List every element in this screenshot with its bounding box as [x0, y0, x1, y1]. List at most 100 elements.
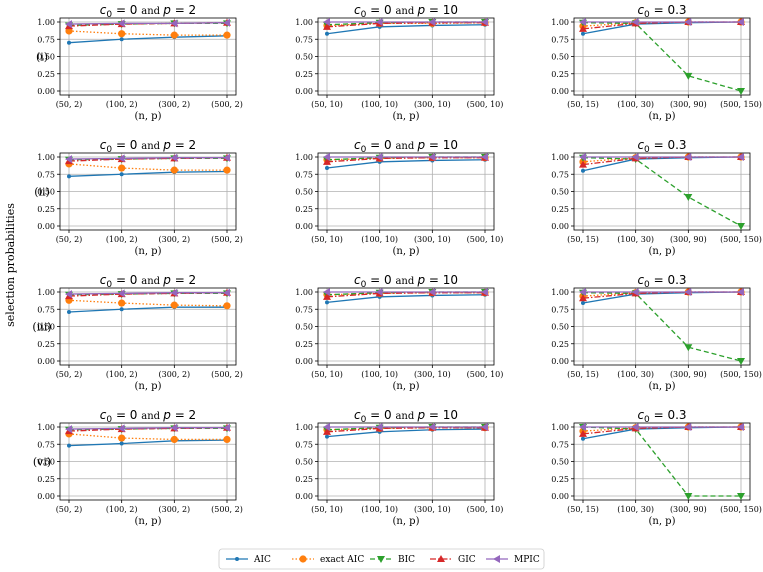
panel-title: c0 = 0 and p = 10 — [354, 408, 458, 425]
data-point-gic — [323, 292, 331, 300]
data-point-mpic — [323, 423, 330, 431]
x-tick-label: (100, 2) — [106, 100, 138, 109]
data-point-gic — [579, 160, 587, 168]
data-point-aic — [119, 37, 124, 42]
row-label: (ii) — [34, 186, 50, 199]
data-point-exact-aic — [118, 299, 126, 307]
y-tick-label: 0.25 — [295, 475, 313, 484]
y-tick-label: 0.00 — [551, 357, 569, 366]
data-point-aic — [67, 443, 71, 448]
series-line-aic — [68, 170, 228, 177]
series-line-aic — [68, 35, 228, 44]
y-tick-label: 0.50 — [295, 458, 313, 467]
chart-panel: c0 = 0 and p = 10 0.00 0.25 0.50 0.75 1.00 (50… — [295, 408, 503, 527]
chart-panel: c0 = 0.3 0.00 0.25 0.50 0.75 1.00 (50, 15) (100… — [551, 408, 762, 527]
data-point-bic — [737, 223, 745, 230]
data-point-mpic — [428, 153, 436, 161]
panel-title: c0 = 0.3 — [637, 408, 686, 425]
chart-panel: c0 = 0 and p = 2 0.00 0.25 0.50 0.75 1.00 (50,… — [37, 273, 243, 392]
data-point-mpic — [631, 18, 639, 26]
x-tick-label: (500, 150) — [720, 235, 762, 244]
series-line-aic — [326, 428, 486, 438]
y-tick-label: 0.50 — [37, 188, 55, 197]
data-point-exact-aic — [118, 30, 126, 38]
series-line-gic — [326, 22, 485, 28]
axes-frame — [573, 287, 751, 366]
x-tick-label: (50, 2) — [56, 505, 83, 514]
panel-title: c0 = 0.3 — [637, 138, 686, 155]
x-axis-label: (n, p) — [648, 246, 675, 257]
y-tick-label: 1.00 — [37, 18, 55, 27]
x-tick-label: (500, 10) — [467, 100, 504, 109]
data-point-gic — [323, 157, 331, 165]
x-tick-label: (50, 2) — [56, 370, 83, 379]
y-tick-label: 0.75 — [551, 170, 569, 179]
y-tick-label: 0.00 — [551, 492, 569, 501]
y-tick-label: 0.50 — [37, 53, 55, 62]
axes-frame — [317, 17, 495, 96]
y-tick-label: 0.50 — [551, 323, 569, 332]
data-point-bic — [684, 493, 693, 500]
y-tick-label: 0.50 — [295, 188, 313, 197]
y-tick-label: 0.25 — [295, 70, 313, 79]
chart-panel: c0 = 0 and p = 2 0.00 0.25 0.50 0.75 1.00 (50,… — [37, 138, 243, 257]
x-axis-label: (n, p) — [134, 246, 161, 257]
panel-title: c0 = 0 and p = 2 — [100, 3, 196, 20]
x-axis-label: (n, p) — [648, 381, 675, 392]
data-point-aic — [67, 310, 71, 315]
data-point-mpic — [375, 18, 383, 26]
series-line-mpic — [68, 22, 228, 25]
y-tick-label: 0.00 — [551, 87, 569, 96]
data-point-mpic — [223, 288, 230, 297]
y-tick-label: 1.00 — [295, 153, 313, 162]
series-line-exact-aic — [68, 30, 227, 36]
data-point-mpic — [223, 423, 230, 432]
x-tick-label: (500, 10) — [467, 370, 504, 379]
data-point-gic — [579, 24, 587, 32]
data-point-mpic — [117, 154, 125, 163]
y-tick-label: 0.75 — [295, 305, 313, 314]
data-point-mpic — [65, 20, 72, 29]
data-point-aic — [67, 174, 71, 179]
y-tick-label: 0.50 — [295, 323, 313, 332]
data-point-mpic — [375, 153, 383, 161]
legend-marker — [437, 555, 445, 562]
panel-title: c0 = 0 and p = 2 — [100, 408, 196, 425]
data-point-mpic — [579, 153, 586, 161]
chart-panel: c0 = 0.3 0.00 0.25 0.50 0.75 1.00 (50, 15) (100… — [551, 3, 762, 122]
x-tick-label: (300, 10) — [414, 370, 451, 379]
x-axis-label: (n, p) — [648, 111, 675, 122]
series-line-aic — [326, 159, 486, 169]
data-point-mpic — [737, 423, 744, 431]
data-point-mpic — [375, 288, 383, 296]
x-axis-label: (n, p) — [392, 381, 419, 392]
axes-frame — [59, 17, 237, 96]
x-tick-label: (50, 10) — [311, 370, 343, 379]
series-line-bic — [582, 157, 742, 227]
row-label: (vi) — [33, 456, 51, 469]
legend-label: BIC — [398, 555, 415, 565]
y-tick-label: 0.25 — [37, 340, 55, 349]
data-point-bic — [737, 88, 745, 95]
data-point-bic — [684, 344, 693, 352]
y-tick-label: 1.00 — [37, 423, 55, 432]
data-point-mpic — [117, 19, 125, 28]
x-tick-label: (50, 15) — [567, 370, 599, 379]
data-point-aic — [119, 307, 124, 312]
data-point-aic — [325, 434, 329, 439]
y-tick-label: 0.50 — [37, 323, 55, 332]
series-line-aic — [326, 294, 486, 303]
data-point-aic — [581, 301, 585, 306]
series-line-exact-aic — [68, 299, 228, 307]
x-tick-label: (50, 15) — [567, 100, 599, 109]
x-tick-label: (500, 150) — [720, 505, 762, 514]
x-tick-label: (100, 2) — [106, 370, 138, 379]
data-point-mpic — [323, 153, 330, 161]
data-point-aic — [581, 168, 585, 173]
y-tick-label: 0.75 — [37, 305, 55, 314]
series-line-mpic — [68, 292, 227, 295]
x-tick-label: (500, 2) — [211, 370, 243, 379]
x-tick-label: (300, 90) — [670, 370, 707, 379]
series-line-bic — [582, 22, 742, 92]
data-point-mpic — [684, 153, 692, 161]
